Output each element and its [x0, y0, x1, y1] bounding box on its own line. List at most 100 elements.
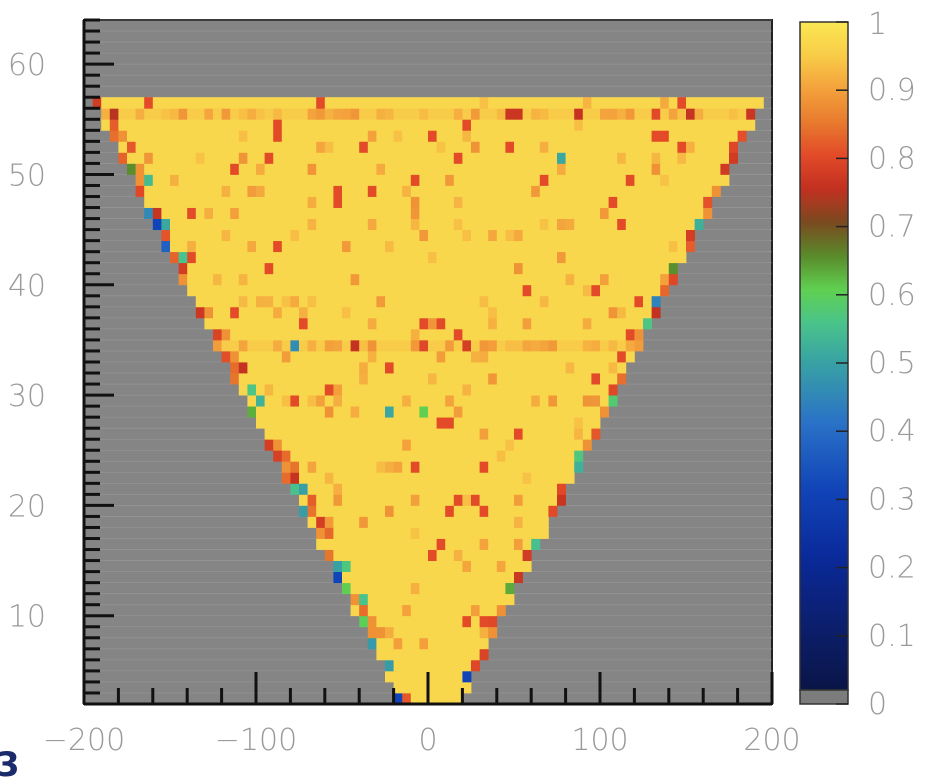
heatmap-cell: [367, 284, 377, 297]
heatmap-cell: [453, 251, 463, 264]
heatmap-cell: [582, 141, 592, 153]
heatmap-cell: [686, 196, 695, 208]
heatmap-cell: [385, 395, 394, 407]
heatmap-cell: [342, 439, 351, 451]
heatmap-cell: [376, 439, 386, 451]
heatmap-cell: [350, 196, 360, 208]
heatmap-cell: [247, 229, 257, 242]
heatmap-cell: [178, 229, 188, 242]
heatmap-cell: [316, 428, 326, 440]
heatmap-cell: [333, 207, 343, 219]
heatmap-cell: [462, 670, 472, 683]
heatmap-cell: [333, 373, 343, 385]
heatmap-cell: [230, 141, 240, 153]
heatmap-cell: [668, 108, 678, 120]
heatmap-cell: [281, 273, 291, 286]
heatmap-cell: [496, 163, 506, 175]
heatmap-cell: [539, 461, 549, 473]
heatmap-cell: [522, 229, 532, 242]
heatmap-cell: [471, 251, 480, 264]
colorbar-zero-band: [799, 689, 849, 705]
heatmap-cell: [462, 395, 472, 407]
heatmap-cell: [462, 108, 472, 120]
heatmap-cell: [316, 306, 326, 319]
heatmap-cell: [505, 196, 515, 208]
heatmap-cell: [539, 152, 549, 164]
heatmap-cell: [488, 339, 498, 352]
heatmap-cell: [514, 97, 523, 109]
heatmap-cell: [531, 317, 541, 330]
heatmap-cell: [531, 97, 541, 109]
heatmap-cell: [445, 538, 455, 550]
heatmap-cell: [238, 362, 248, 374]
heatmap-cell: [333, 251, 343, 264]
heatmap-cell: [548, 130, 558, 142]
heatmap-cell: [539, 119, 549, 131]
heatmap-cell: [496, 207, 506, 219]
heatmap-cell: [410, 604, 420, 617]
heatmap-cell: [488, 317, 498, 330]
heatmap-cell: [471, 152, 480, 164]
heatmap-cell: [393, 527, 403, 539]
heatmap-cell: [385, 626, 394, 639]
heatmap-cell: [574, 406, 584, 418]
heatmap-cell: [264, 395, 274, 407]
heatmap-cell: [307, 130, 317, 142]
heatmap-cell: [634, 306, 644, 319]
heatmap-cell: [307, 306, 317, 319]
heatmap-cell: [479, 141, 489, 153]
heatmap-cell: [539, 483, 549, 495]
heatmap-cell: [213, 152, 222, 164]
heatmap-cell: [187, 229, 197, 242]
heatmap-cell: [505, 373, 515, 385]
heatmap-cell: [582, 439, 592, 451]
heatmap-cell: [600, 207, 609, 219]
heatmap-cell: [410, 97, 420, 109]
heatmap-cell: [290, 406, 300, 418]
heatmap-cell: [608, 306, 618, 319]
heatmap-cell: [720, 108, 730, 120]
heatmap-cell: [402, 174, 412, 186]
heatmap-cell: [324, 339, 334, 352]
heatmap-cell: [247, 141, 257, 153]
heatmap-cell: [307, 494, 317, 506]
heatmap-cell: [428, 527, 437, 539]
heatmap-cell: [92, 97, 102, 109]
heatmap-cell: [634, 273, 644, 286]
heatmap-cell: [264, 97, 274, 109]
heatmap-cell: [273, 163, 283, 175]
heatmap-cell: [625, 185, 635, 197]
heatmap-cell: [393, 130, 403, 142]
heatmap-cell: [514, 108, 523, 120]
heatmap-cell: [402, 350, 412, 363]
heatmap-cell: [178, 119, 188, 131]
heatmap-cell: [393, 593, 403, 606]
heatmap-cell: [221, 152, 231, 164]
heatmap-cell: [204, 218, 214, 231]
heatmap-cell: [281, 395, 291, 407]
heatmap-cell: [264, 439, 274, 451]
heatmap-cell: [531, 251, 541, 264]
heatmap-cell: [496, 295, 506, 308]
heatmap-cell: [488, 295, 498, 308]
heatmap-cell: [419, 119, 429, 131]
heatmap-cell: [238, 185, 248, 197]
heatmap-cell: [187, 240, 197, 253]
heatmap-cell: [548, 494, 558, 506]
heatmap-cell: [428, 130, 437, 142]
heatmap-cell: [514, 461, 523, 473]
heatmap-cell: [445, 395, 455, 407]
heatmap-cell: [385, 538, 394, 550]
heatmap-cell: [522, 163, 532, 175]
heatmap-cell: [668, 273, 678, 286]
heatmap-cell: [324, 251, 334, 264]
heatmap-cell: [557, 262, 566, 275]
heatmap-cell: [617, 97, 627, 109]
heatmap-cell: [316, 505, 326, 517]
heatmap-cell: [462, 306, 472, 319]
heatmap-cell: [324, 505, 334, 517]
heatmap-cell: [453, 317, 463, 330]
heatmap-cell: [462, 637, 472, 650]
heatmap-cell: [299, 284, 308, 297]
heatmap-cell: [419, 637, 429, 650]
